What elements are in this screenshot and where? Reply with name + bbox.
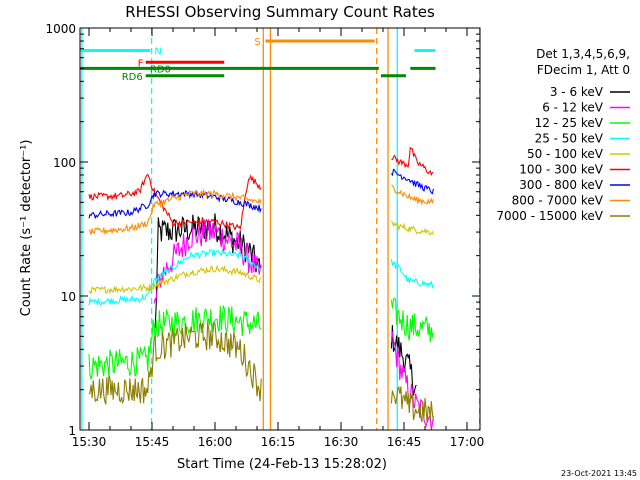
legend-label-7000-15000-kev: 7000 - 15000 keV [496,209,603,223]
series-100-300-kev-line-0 [88,173,262,231]
series-800-7000-kev-line-0 [88,188,262,236]
legend-label-800-7000-kev: 800 - 7000 keV [512,194,604,208]
x-tick-label-1: 15:45 [135,435,170,449]
series-6-12-kev-line-1 [390,331,434,430]
x-tick-label-0: 15:30 [72,435,107,449]
state-bar-label-f: F [138,58,144,69]
x-tick-label-6: 17:00 [450,435,485,449]
legend-label-12-25-kev: 12 - 25 keV [535,116,604,130]
legend-label-300-800-kev: 300 - 800 keV [519,178,603,192]
y-tick-label-0: 1 [68,424,76,438]
legend-label-6-12-kev: 6 - 12 keV [542,101,604,115]
x-tick-label-3: 16:15 [261,435,296,449]
legend-label-25-50-kev: 25 - 50 keV [535,132,604,146]
legend-label-3-6-kev: 3 - 6 keV [550,85,604,99]
y-tick-label-1: 10 [61,290,76,304]
state-bar-label-s: S [254,37,260,48]
x-tick-label-4: 16:30 [324,435,359,449]
series-3-6-kev-line-1 [390,325,417,396]
y-tick-label-3: 1000 [45,22,76,36]
series-100-300-kev-line-1 [391,146,434,177]
series-50-100-kev-line-1 [390,220,434,236]
detector-info-line-1: Det 1,3,4,5,6,9, [536,47,630,61]
y-axis-label: Count Rate (s⁻¹ detector⁻¹) [19,140,34,317]
detector-info-line-2: FDecim 1, Att 0 [537,63,630,77]
axis-layer: NF S RD0 RD6 1 10 100 1000 15:30 15:45 16:00 16:15 1… [45,22,484,449]
series-12-25-kev-line-0 [88,305,262,380]
series-7000-15000-kev-line-1 [390,385,434,424]
series-800-7000-kev-line-1 [391,184,434,206]
chart-title: RHESSI Observing Summary Count Rates [125,3,435,21]
state-bar-label-n: N [154,46,161,57]
series-6-12-kev-line-0 [153,219,262,304]
series-12-25-kev-line-1 [390,297,434,343]
series-25-50-kev-line-1 [390,258,434,290]
x-tick-label-2: 16:00 [198,435,233,449]
footer-date: 23-Oct-2021 13:45 [561,469,637,478]
plot-frame [79,27,481,431]
state-bar-label-rd0: RD0 [150,64,171,75]
state-bar-label-rd6: RD6 [122,72,143,83]
series-25-50-kev-line-0 [88,248,262,306]
series-300-800-kev-line-0 [88,189,262,220]
y-tick-label-2: 100 [53,156,76,170]
series-300-800-kev-line-1 [390,168,434,195]
x-tick-label-5: 16:45 [387,435,422,449]
legend-label-50-100-kev: 50 - 100 keV [527,147,604,161]
legend-label-100-300-kev: 100 - 300 keV [519,163,603,177]
x-axis-label: Start Time (24-Feb-13 15:28:02) [177,457,387,472]
series-7000-15000-kev-line-0 [88,321,262,405]
data-layer [80,28,480,430]
series-50-100-kev-line-0 [88,264,262,295]
